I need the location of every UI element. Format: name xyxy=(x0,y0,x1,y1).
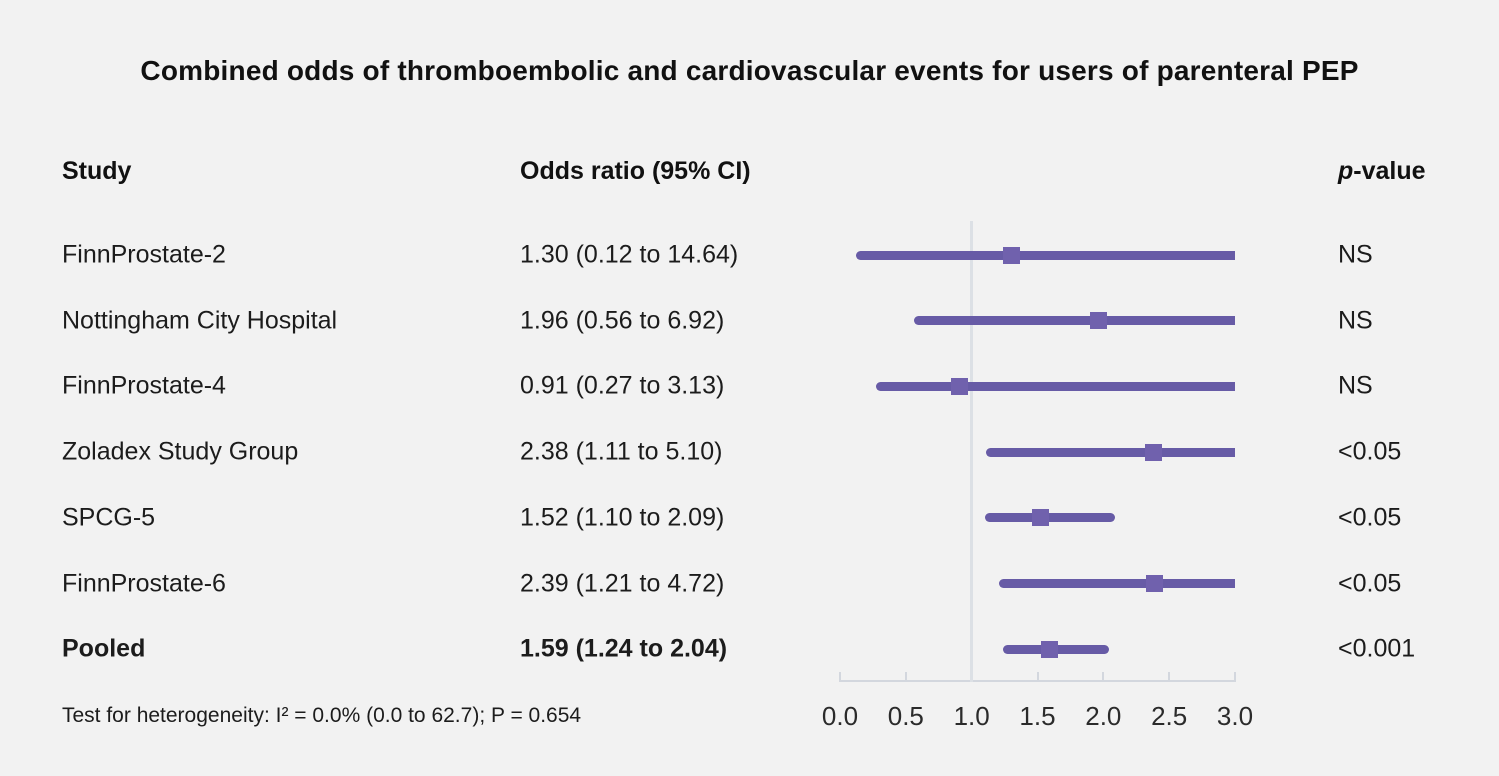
odds-ratio-label: 0.91 (0.27 to 3.13) xyxy=(520,371,725,400)
x-axis-tick xyxy=(1234,672,1236,680)
column-header-p-value: p-value xyxy=(1338,157,1426,186)
odds-ratio-label: 1.52 (1.10 to 2.09) xyxy=(520,503,725,532)
p-value-label: <0.05 xyxy=(1338,569,1402,597)
x-axis-line xyxy=(839,680,1236,682)
x-axis-tick-label: 2.0 xyxy=(1085,701,1122,731)
reference-line xyxy=(970,221,974,682)
x-axis-tick xyxy=(1102,672,1105,680)
odds-ratio-label: 1.59 (1.24 to 2.04) xyxy=(520,634,728,663)
odds-ratio-marker-1 xyxy=(1002,246,1020,264)
x-axis-tick-label: 1.5 xyxy=(1019,701,1056,731)
odds-ratio-marker-5 xyxy=(1031,509,1049,527)
x-axis-tick xyxy=(1168,672,1171,680)
p-value-label: NS xyxy=(1338,240,1373,269)
odds-ratio-label: 2.39 (1.21 to 4.72) xyxy=(520,569,725,597)
odds-ratio-label: 2.38 (1.11 to 5.10) xyxy=(520,437,723,466)
x-axis-tick-label: 0.5 xyxy=(887,701,924,731)
study-label: FinnProstate-6 xyxy=(62,569,226,597)
ci-line-3 xyxy=(875,381,1235,391)
study-label: Pooled xyxy=(62,634,146,663)
p-value-label: <0.05 xyxy=(1338,503,1402,532)
heterogeneity-note: Test for heterogeneity: I² = 0.0% (0.0 t… xyxy=(62,704,582,727)
p-value-label: <0.05 xyxy=(1338,437,1402,466)
ci-line-5 xyxy=(984,513,1116,523)
ci-line-4 xyxy=(986,447,1235,457)
odds-ratio-marker-4 xyxy=(1144,443,1162,461)
p-value-italic-p: p xyxy=(1338,157,1354,185)
x-axis-tick xyxy=(1036,672,1039,680)
study-label: Nottingham City Hospital xyxy=(62,306,338,335)
p-value-rest: -value xyxy=(1353,157,1426,185)
p-value-label: NS xyxy=(1338,371,1373,400)
x-axis-tick-label: 0.0 xyxy=(821,701,859,731)
column-header-odds-ratio: Odds ratio (95% CI) xyxy=(520,157,751,185)
ci-line-1 xyxy=(855,250,1235,260)
chart-title: Combined odds of thromboembolic and card… xyxy=(140,55,1359,86)
x-axis-tick-label: 3.0 xyxy=(1216,701,1254,731)
odds-ratio-marker-2 xyxy=(1089,312,1107,330)
x-axis-tick xyxy=(839,672,841,680)
ci-line-2 xyxy=(913,316,1235,326)
study-label: FinnProstate-2 xyxy=(62,240,226,269)
x-axis-tick xyxy=(904,672,907,680)
odds-ratio-label: 1.30 (0.12 to 14.64) xyxy=(520,240,739,269)
study-label: SPCG-5 xyxy=(62,503,156,532)
column-header-study: Study xyxy=(62,157,132,185)
p-value-label: <0.001 xyxy=(1338,634,1416,663)
odds-ratio-label: 1.96 (0.56 to 6.92) xyxy=(520,306,725,335)
p-value-label: NS xyxy=(1338,306,1373,335)
study-label: Zoladex Study Group xyxy=(62,437,299,466)
odds-ratio-marker-7 xyxy=(1040,640,1058,658)
ci-line-6 xyxy=(999,579,1235,588)
study-label: FinnProstate-4 xyxy=(62,371,226,400)
x-axis-tick-label: 1.0 xyxy=(953,701,990,731)
odds-ratio-marker-6 xyxy=(1146,575,1164,592)
x-axis-tick-label: 2.5 xyxy=(1151,701,1188,731)
odds-ratio-marker-3 xyxy=(951,377,969,395)
